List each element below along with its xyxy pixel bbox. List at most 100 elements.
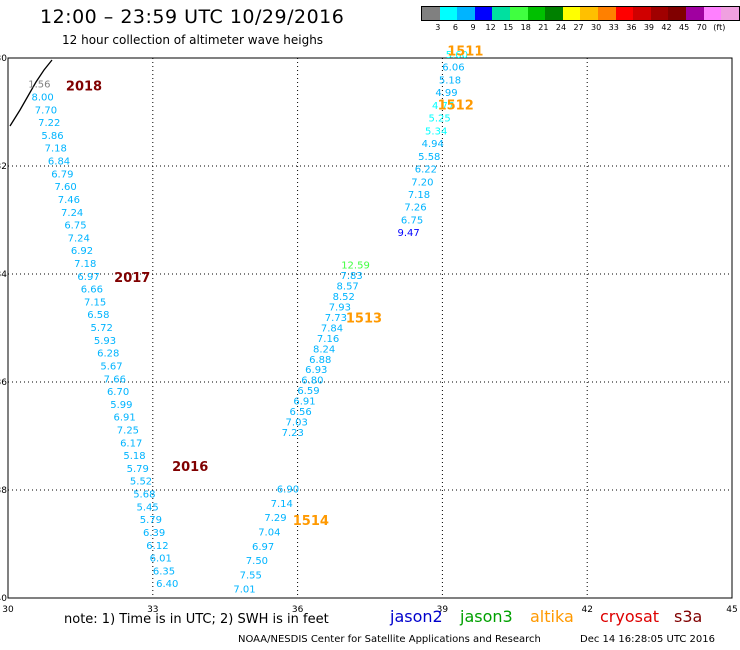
- scale-label: 33: [608, 23, 619, 32]
- wave-height-value: 7.83: [340, 271, 362, 282]
- lon-tick-label: 42: [581, 605, 592, 615]
- wave-height-value: 5.99: [110, 400, 132, 411]
- scale-label: 24: [555, 23, 567, 32]
- wave-height-value: 5.45: [136, 502, 158, 513]
- map-frame: [7, 57, 733, 599]
- wave-height-value: 5.79: [127, 464, 149, 475]
- wave-height-value: 6.80: [301, 376, 323, 387]
- wave-height-value: 7.20: [411, 177, 433, 188]
- scale-swatch: [562, 7, 581, 20]
- wave-height-value: 7.18: [74, 259, 96, 270]
- wave-height-value: 6.90: [277, 485, 299, 496]
- scale-swatch: [580, 7, 598, 20]
- wave-height-value: 6.75: [64, 221, 86, 232]
- scale-label: 30: [591, 23, 602, 32]
- wave-height-value: 6.01: [150, 554, 172, 565]
- scale-swatch: [509, 7, 528, 20]
- scale-label: 45: [679, 23, 690, 32]
- pass-label: 1514: [293, 514, 329, 529]
- scale-swatch: [597, 7, 616, 20]
- satellite-legend-cryosat: cryosat: [600, 607, 660, 626]
- wave-height-value: 7.60: [54, 182, 76, 193]
- wave-height-value: 7.46: [58, 195, 80, 206]
- wave-height-value: 4.77: [432, 101, 454, 112]
- scale-label: 36: [626, 23, 637, 32]
- wave-height-value: 6.66: [81, 285, 103, 296]
- wave-height-value: 6.79: [51, 169, 73, 180]
- wave-height-value: 5.34: [425, 126, 447, 137]
- scale-swatch: [650, 7, 669, 20]
- wave-height-value: 5.60: [446, 50, 468, 61]
- wave-height-value: 4.94: [422, 139, 444, 150]
- wave-height-value: 5.79: [140, 515, 162, 526]
- lon-tick-label: 33: [147, 605, 158, 615]
- color-scale-labels: 3 6 9 12 15 18 21 24 27 30 33 36 39 42 45 70 (ft): [421, 23, 740, 32]
- scale-label: 70: [696, 23, 707, 32]
- wave-height-value: 7.18: [408, 190, 430, 201]
- wave-height-value: 7.23: [282, 428, 304, 439]
- wave-height-value: 7.55: [240, 570, 262, 581]
- wave-height-value: 6.17: [120, 438, 142, 449]
- wave-height-value: 6.91: [293, 397, 315, 408]
- wave-height-value: 5.52: [130, 477, 152, 488]
- scale-label: 12: [485, 23, 496, 32]
- scale-swatch: [615, 7, 634, 20]
- satellite-legend-altika: altika: [530, 607, 574, 626]
- wave-height-value: 5.68: [133, 490, 155, 501]
- wave-height-value: 6.70: [107, 387, 129, 398]
- map-subtitle: 12 hour collection of altimeter wave hei…: [62, 33, 324, 47]
- pass-label: 1511: [447, 44, 483, 59]
- wave-height-value: 7.50: [246, 556, 268, 567]
- wave-height-value: 6.58: [87, 310, 109, 321]
- wave-height-value: 5.18: [123, 451, 145, 462]
- scale-swatch: [721, 7, 739, 20]
- coastline: [9, 59, 53, 127]
- wave-height-value: 6.97: [252, 542, 274, 553]
- scale-label: 39: [643, 23, 655, 32]
- wave-height-value: 6.88: [309, 355, 331, 366]
- wave-height-value: 7.03: [286, 418, 308, 429]
- wave-height-value: 5.25: [429, 114, 451, 125]
- wave-height-value: 6.39: [143, 528, 165, 539]
- satellite-legend-jason2: jason2: [390, 607, 443, 626]
- credit-text: NOAA/NESDIS Center for Satellite Applica…: [238, 634, 541, 645]
- map-title: 12:00 – 23:59 UTC 10/29/2016: [40, 6, 345, 28]
- wave-height-value: 7.24: [61, 208, 83, 219]
- scale-swatch: [527, 7, 546, 20]
- scale-label: 15: [503, 23, 514, 32]
- lat-tick-label: -40: [0, 594, 7, 604]
- wave-height-value: 7.22: [38, 118, 60, 129]
- footer-note: note: 1) Time is in UTC; 2) SWH is in fe…: [64, 612, 329, 627]
- scale-swatch: [457, 7, 475, 20]
- wave-height-value: 6.75: [401, 215, 423, 226]
- wave-height-value: 7.66: [104, 374, 126, 385]
- wave-height-value: 7.26: [404, 203, 426, 214]
- scale-swatch: [439, 7, 458, 20]
- wave-height-value: 6.35: [153, 566, 175, 577]
- timestamp-text: Dec 14 16:28:05 UTC 2016: [580, 634, 715, 645]
- wave-height-value: 8.52: [333, 292, 355, 303]
- wave-height-value: 6.91: [114, 413, 136, 424]
- wave-height-value: 7.18: [45, 144, 67, 155]
- lon-tick-label: 30: [2, 605, 14, 615]
- wave-height-value: 5.72: [91, 323, 113, 334]
- wave-height-value: 6.92: [71, 246, 93, 257]
- wave-height-value: 7.73: [325, 313, 347, 324]
- wave-height-value: 8.00: [32, 93, 54, 104]
- wave-height-value: 6.59: [297, 386, 319, 397]
- wave-height-value: 5.93: [94, 336, 116, 347]
- wave-height-value: 4.99: [435, 88, 457, 99]
- lat-tick-label: -38: [0, 486, 7, 496]
- satellite-legend-s3a: s3a: [674, 607, 703, 626]
- scale-label: 18: [520, 23, 531, 32]
- scale-swatch: [703, 7, 722, 20]
- wave-height-value: 8.57: [337, 282, 359, 293]
- wave-height-value: 5.58: [418, 152, 440, 163]
- wave-height-value: 1.56: [28, 80, 50, 91]
- wave-height-value: 12.59: [341, 261, 370, 272]
- lon-tick-label: 39: [437, 605, 449, 615]
- wave-height-value: 5.18: [439, 75, 461, 86]
- scale-swatch: [492, 7, 510, 20]
- scale-swatch: [685, 7, 704, 20]
- pass-label: 2018: [66, 79, 102, 94]
